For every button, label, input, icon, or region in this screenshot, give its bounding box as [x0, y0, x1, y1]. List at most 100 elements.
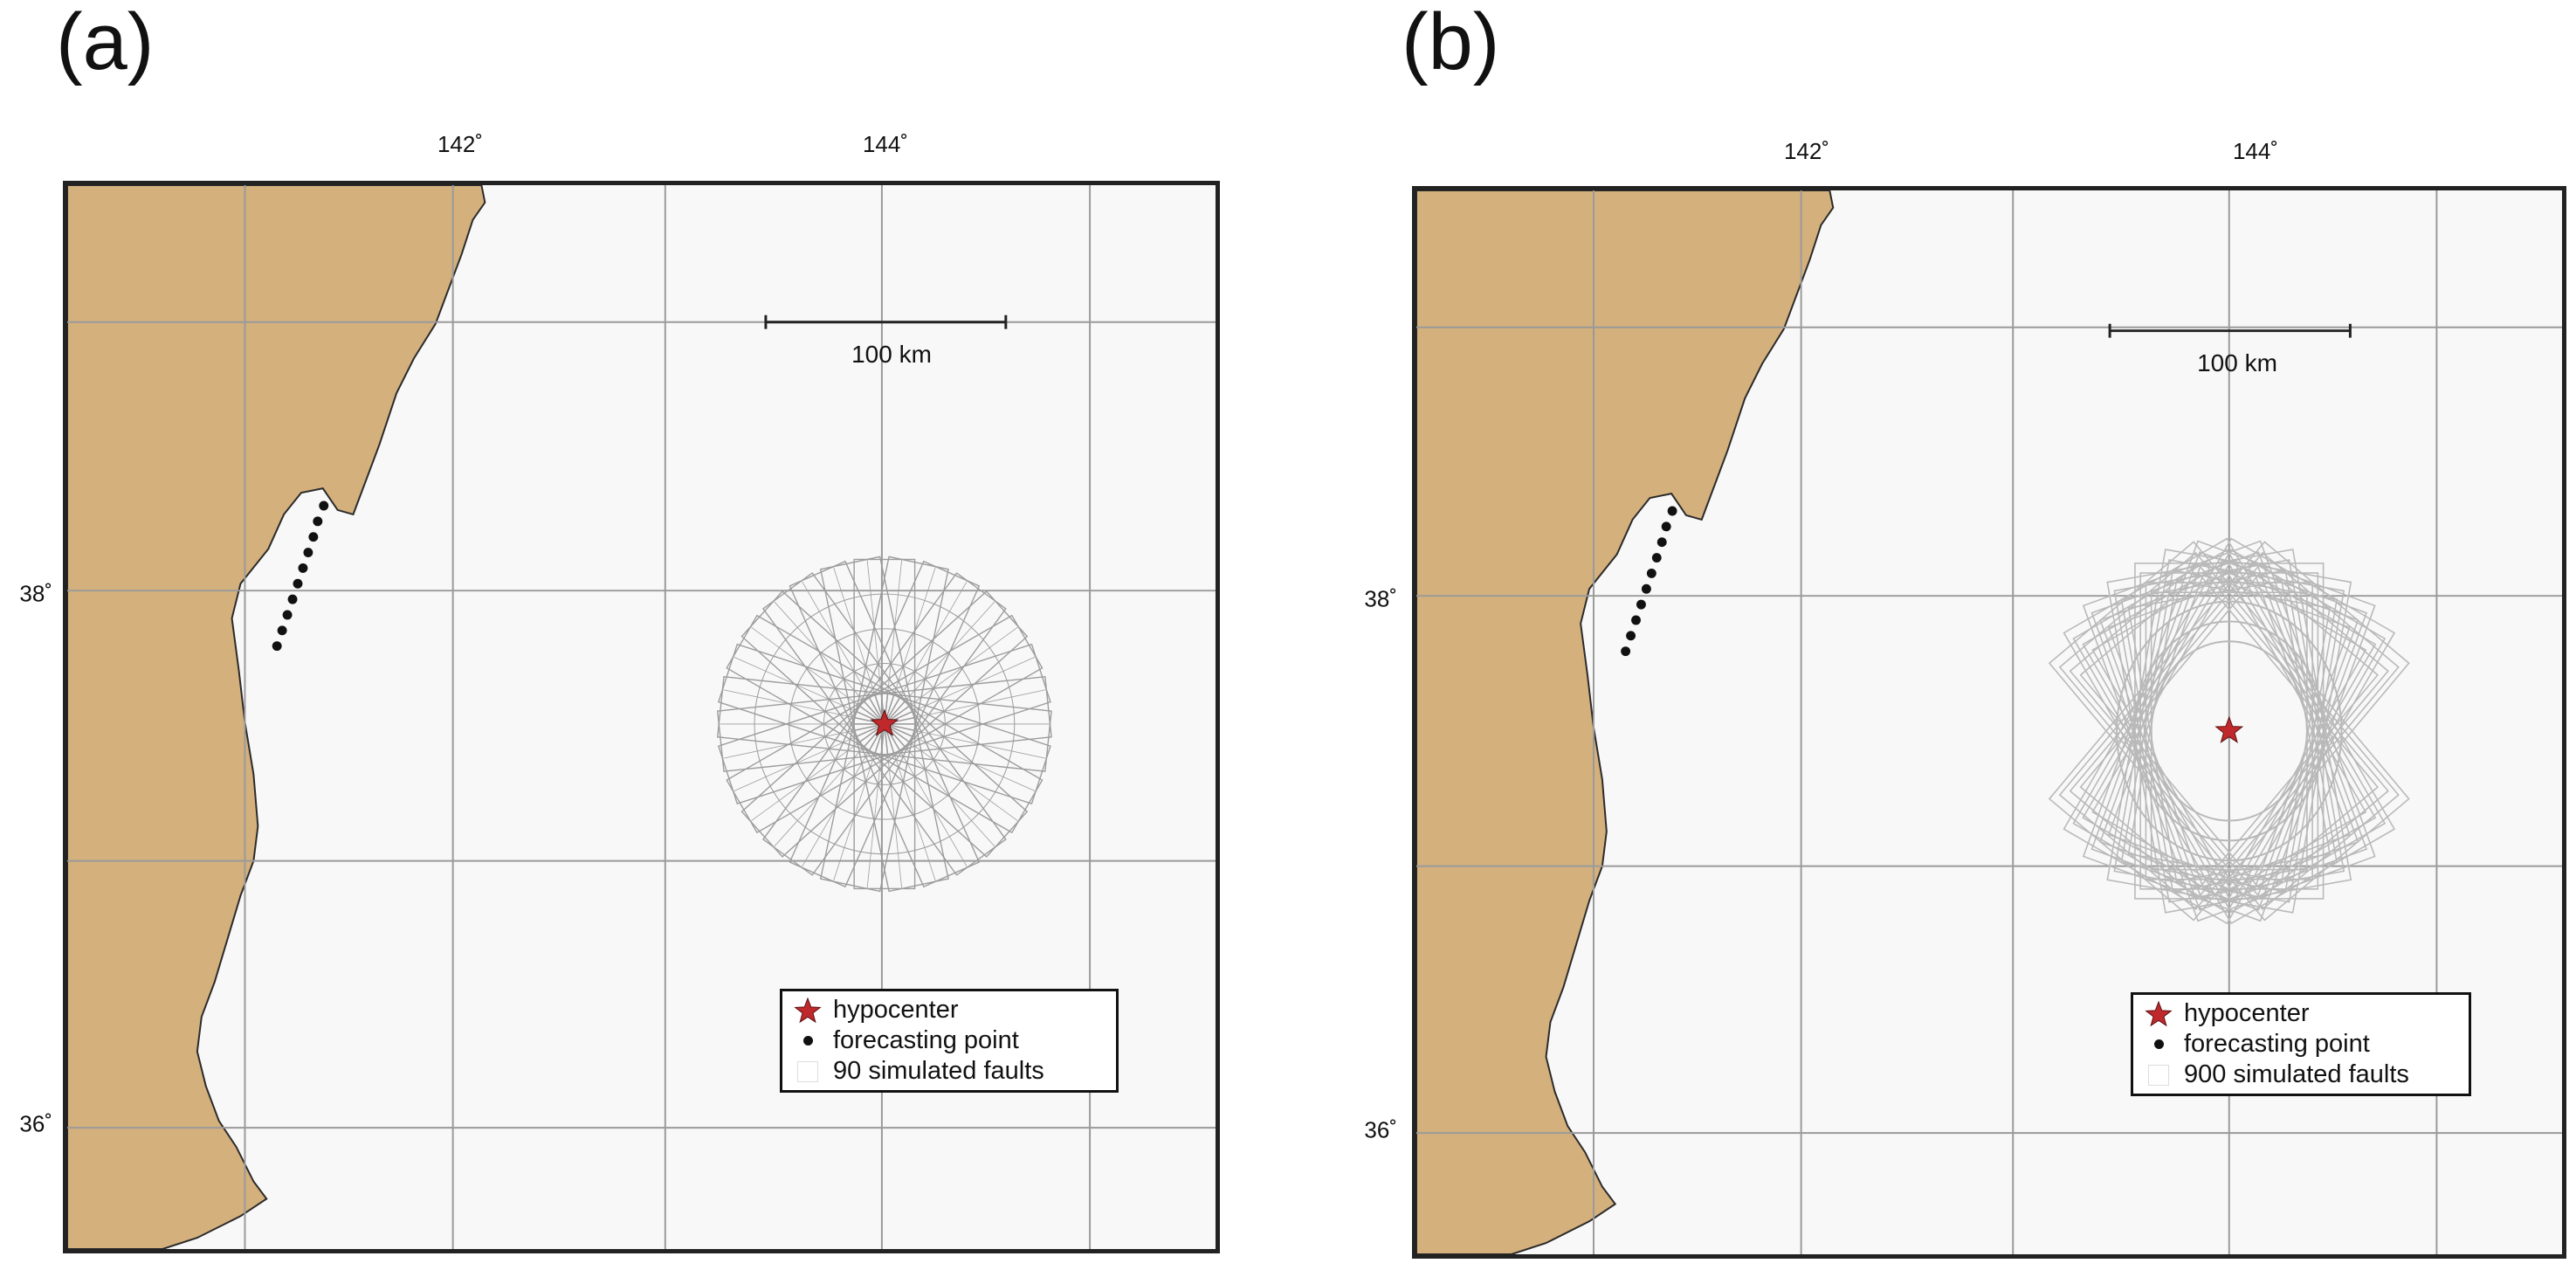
legend-row-forecasting-point-a: forecasting point: [791, 1025, 1107, 1056]
forecasting-point-dot: [277, 625, 287, 636]
forecasting-point-dot: [1626, 631, 1636, 641]
scale-bar-label-a: 100 km: [851, 341, 932, 368]
map-b: 100 km: [1412, 186, 2566, 1259]
dot-icon: [791, 1036, 824, 1046]
panel-label-b: (b): [1402, 0, 1500, 86]
legend-row-forecasting-point-b: forecasting point: [2142, 1029, 2460, 1059]
scale-bar-label-b: 100 km: [2197, 349, 2277, 376]
forecasting-point-dot: [282, 610, 293, 620]
fault-outline: [2145, 582, 2313, 880]
fault-outline: [2072, 549, 2387, 914]
fault-trace: [884, 581, 968, 725]
fault-outline: [2082, 560, 2377, 902]
rectangle-outline-icon: [791, 1060, 824, 1082]
fault-outline: [880, 693, 1052, 772]
fault-outline: [2063, 537, 2396, 925]
fault-trace: [774, 601, 885, 725]
fault-outline: [2090, 551, 2368, 911]
fault-outline: [2048, 541, 2410, 921]
lat-tick-36-a: 36˚: [19, 1110, 52, 1137]
fault-outline: [2134, 563, 2325, 900]
scale-bar-a: [764, 314, 1008, 329]
fault-trace: [884, 560, 903, 724]
fault-trace: [802, 581, 885, 725]
fault-ring: [2132, 620, 2325, 842]
dot-icon: [2142, 1039, 2175, 1049]
fault-outline: [2139, 572, 2319, 890]
fault-trace: [751, 626, 885, 725]
fault-outline: [2058, 551, 2400, 911]
forecasting-point-dot: [1651, 553, 1662, 563]
coastline-land-b: [1416, 190, 1835, 1254]
fault-outline: [716, 693, 889, 772]
forecast-points-b: [1621, 506, 1677, 657]
legend-row-hypocenter-b: hypocenter: [2142, 998, 2460, 1029]
fault-outline: [2048, 541, 2410, 921]
fault-outline: [2113, 559, 2345, 903]
fault-outline: [2058, 551, 2400, 911]
forecasting-point-dot: [1656, 537, 1667, 548]
scale-bar-b: [2108, 323, 2352, 338]
fault-trace: [866, 560, 885, 724]
lat-tick-38-b: 38˚: [1364, 585, 1397, 612]
forecasting-point-dot: [319, 500, 329, 511]
fault-outline: [2072, 549, 2387, 914]
forecasting-point-dot: [1641, 583, 1651, 594]
fault-outline: [2113, 559, 2345, 903]
forecasting-point-dot: [308, 532, 319, 542]
fault-outline: [2082, 540, 2376, 922]
legend-row-faults-b: 900 simulated faults: [2142, 1059, 2460, 1090]
fault-outline: [2106, 549, 2352, 914]
hypocenter-star-b: [2214, 715, 2244, 743]
forecasting-point-dot: [1661, 521, 1671, 532]
coastline-land-a: [67, 185, 486, 1249]
lon-tick-142-b: 142˚: [1783, 138, 1830, 164]
legend-a: hypocenter forecasting point 90 simulate…: [780, 989, 1119, 1093]
forecast-points-a: [272, 500, 329, 652]
lon-tick-142-a: 142˚: [437, 131, 484, 157]
legend-b: hypocenter forecasting point 900 simulat…: [2131, 992, 2471, 1096]
panel-a: (a) 142˚ 144˚ 38˚ 36˚ 100 km hypocenter …: [19, 0, 1220, 1253]
fault-outline: [2069, 563, 2389, 900]
lon-tick-144-b: 144˚: [2232, 138, 2279, 164]
legend-label-forecasting-point-b: forecasting point: [2184, 1030, 2370, 1058]
fault-trace: [734, 656, 885, 725]
fault-outline: [2090, 551, 2368, 911]
fault-ring: [2116, 600, 2343, 862]
fault-trace: [884, 601, 995, 725]
legend-label-hypocenter-b: hypocenter: [2184, 999, 2310, 1027]
forecasting-point-dot: [287, 594, 298, 604]
fault-outline: [2120, 569, 2338, 893]
fault-outline: [2069, 563, 2389, 900]
panel-b: (b) 142˚ 144˚ 38˚ 36˚ 100 km hypocenter …: [1288, 0, 2576, 1270]
fault-ring: [823, 663, 946, 785]
forecasting-point-dot: [1667, 506, 1677, 516]
legend-label-forecasting-point-a: forecasting point: [833, 1026, 1019, 1054]
fault-outline: [2099, 562, 2359, 901]
forecasting-point-dot: [1636, 599, 1646, 610]
legend-row-faults-a: 90 simulated faults: [791, 1056, 1107, 1087]
lat-tick-38-a: 38˚: [19, 580, 52, 607]
fault-outline: [2106, 549, 2352, 914]
fault-trace: [884, 567, 936, 725]
fault-outline: [2063, 537, 2396, 925]
star-icon: [791, 997, 824, 1025]
fault-trace: [884, 656, 1036, 725]
forecasting-point-dot: [303, 548, 313, 558]
legend-label-faults-a: 90 simulated faults: [833, 1057, 1044, 1085]
fault-outline: [2082, 560, 2377, 902]
legend-label-faults-b: 900 simulated faults: [2184, 1060, 2409, 1088]
forecasting-point-dot: [1631, 615, 1641, 625]
panel-label-a: (a): [56, 0, 155, 86]
fault-ring: [789, 628, 981, 820]
star-icon: [2142, 1000, 2175, 1028]
fault-trace: [884, 689, 1046, 725]
simulated-faults-b: [2048, 537, 2410, 925]
forecasting-point-dot: [1646, 568, 1656, 578]
legend-row-hypocenter-a: hypocenter: [791, 995, 1107, 1025]
map-canvas-a: [67, 185, 1216, 1249]
legend-label-hypocenter-a: hypocenter: [833, 996, 959, 1024]
rectangle-outline-icon: [2142, 1064, 2175, 1086]
hypocenter-star-a: [870, 708, 899, 736]
lon-tick-144-a: 144˚: [862, 131, 909, 157]
